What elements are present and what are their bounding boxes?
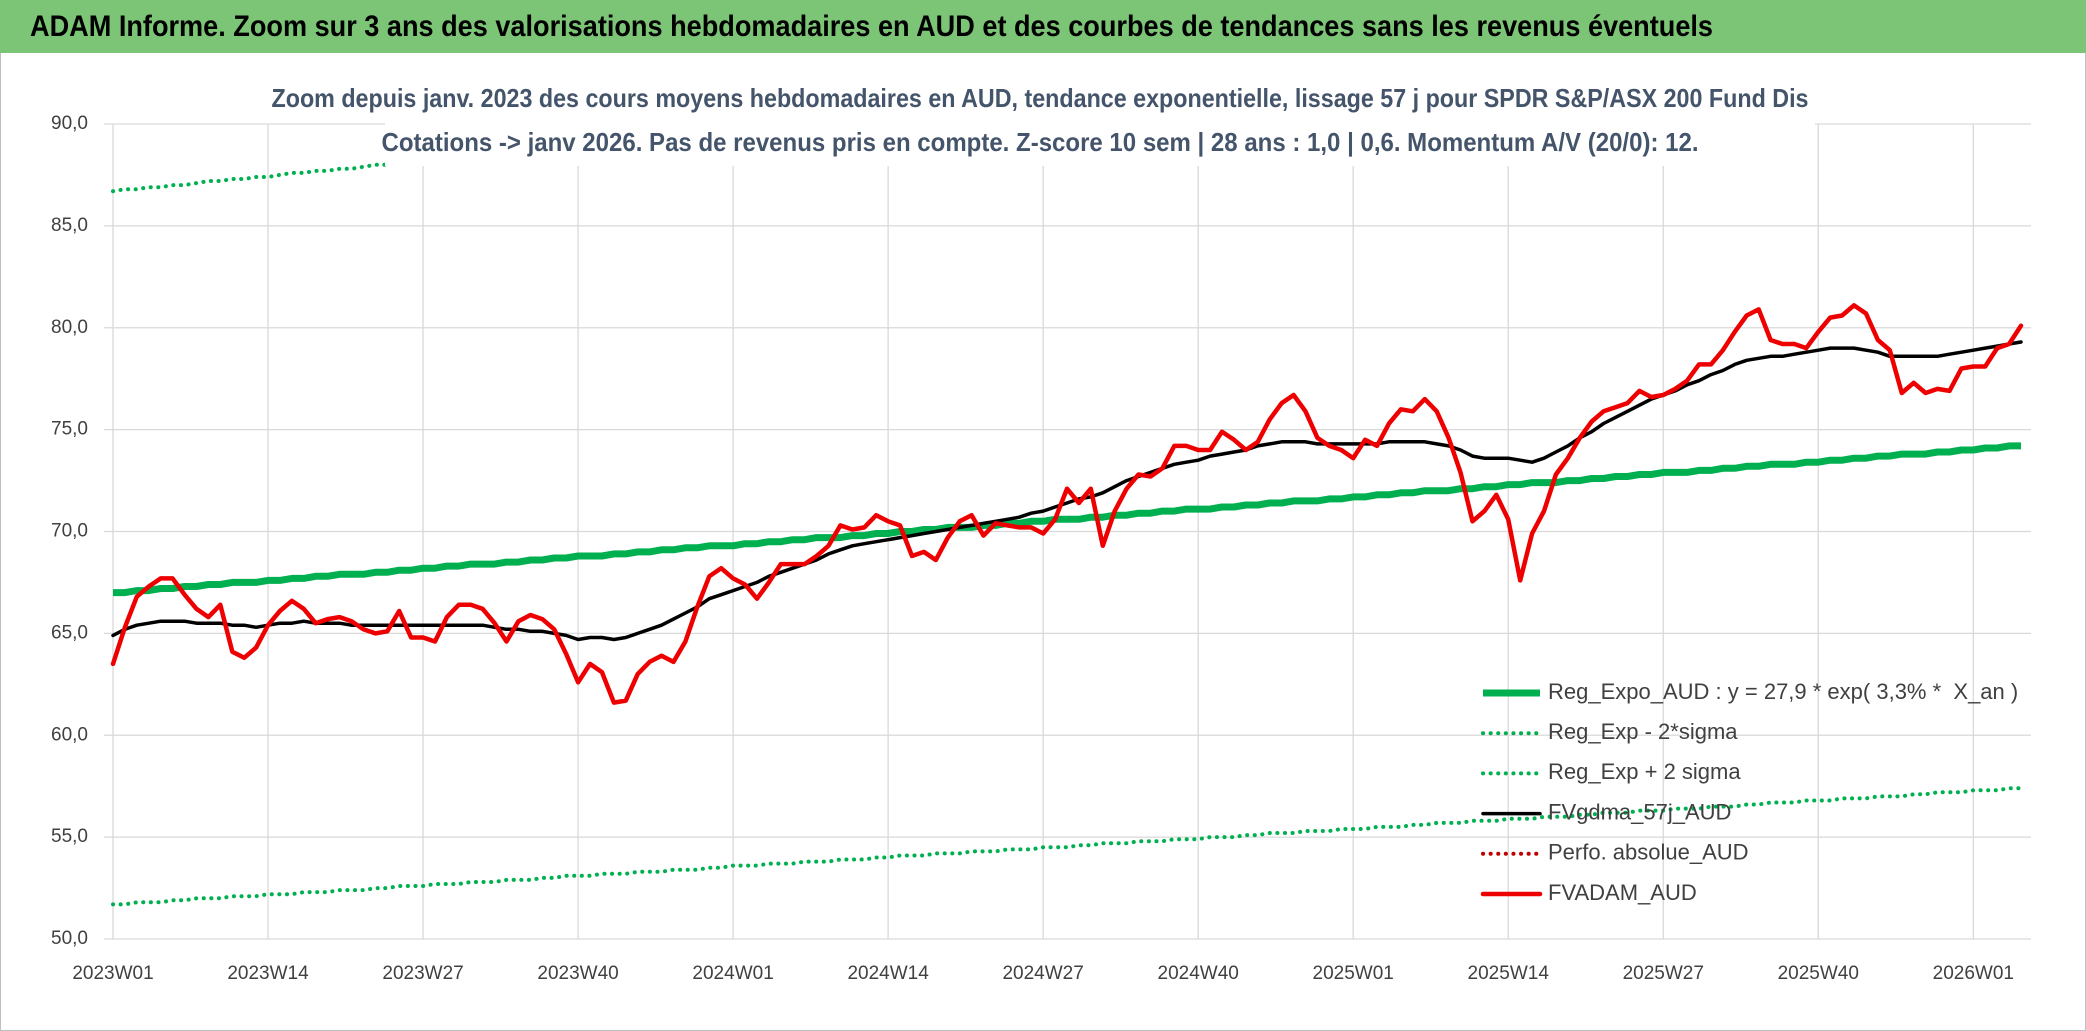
chart-subtitle: Cotations -> janv 2026. Pas de revenus p…: [382, 127, 1699, 157]
series-line: [113, 442, 2021, 597]
subtitle-box: [385, 78, 1815, 166]
x-tick-label: 2024W01: [692, 963, 773, 984]
y-tick-label: 75,0: [51, 419, 88, 440]
legend-label: Perfo. absolue_AUD: [1548, 840, 1749, 865]
legend-label: Reg_Exp + 2 sigma: [1548, 759, 1741, 784]
legend-label: Reg_Exp - 2*sigma: [1548, 719, 1738, 744]
x-tick-label: 2024W27: [1002, 963, 1083, 984]
header-title: ADAM Informe. Zoom sur 3 ans des valoris…: [30, 10, 1713, 43]
legend-label: FVgdma_57j_AUD: [1548, 799, 1731, 824]
x-tick-label: 2023W14: [227, 963, 309, 984]
series-line: [111, 340, 2023, 642]
x-tick-label: 2024W14: [847, 963, 929, 984]
series-line: [111, 786, 2023, 907]
x-tick-label: 2024W40: [1158, 963, 1239, 984]
legend: Reg_Expo_AUD : y = 27,9 * exp( 3,3% * X_…: [1480, 679, 2018, 905]
y-tick-label: 85,0: [51, 215, 88, 236]
series-line: [110, 303, 2024, 705]
x-tick-label: 2023W27: [382, 963, 463, 984]
y-tick-label: 90,0: [51, 113, 88, 134]
y-tick-label: 50,0: [51, 928, 88, 949]
y-tick-label: 70,0: [51, 521, 88, 542]
x-tick-label: 2025W27: [1623, 963, 1704, 984]
legend-label: FVADAM_AUD: [1548, 880, 1697, 905]
chart-subtitle: Zoom depuis janv. 2023 des cours moyens …: [272, 83, 1809, 113]
x-tick-label: 2023W40: [537, 963, 618, 984]
y-tick-label: 65,0: [51, 622, 88, 643]
x-tick-label: 2025W40: [1778, 963, 1859, 984]
x-tick-label: 2025W14: [1468, 963, 1550, 984]
y-tick-label: 55,0: [51, 826, 88, 847]
legend-label: Reg_Expo_AUD : y = 27,9 * exp( 3,3% * X_…: [1548, 679, 2018, 704]
y-tick-label: 60,0: [51, 724, 88, 745]
header-bar: [0, 0, 2086, 53]
x-tick-label: 2025W01: [1313, 963, 1394, 984]
x-tick-label: 2023W01: [72, 963, 153, 984]
y-tick-label: 80,0: [51, 317, 88, 338]
x-tick-label: 2026W01: [1933, 963, 2014, 984]
